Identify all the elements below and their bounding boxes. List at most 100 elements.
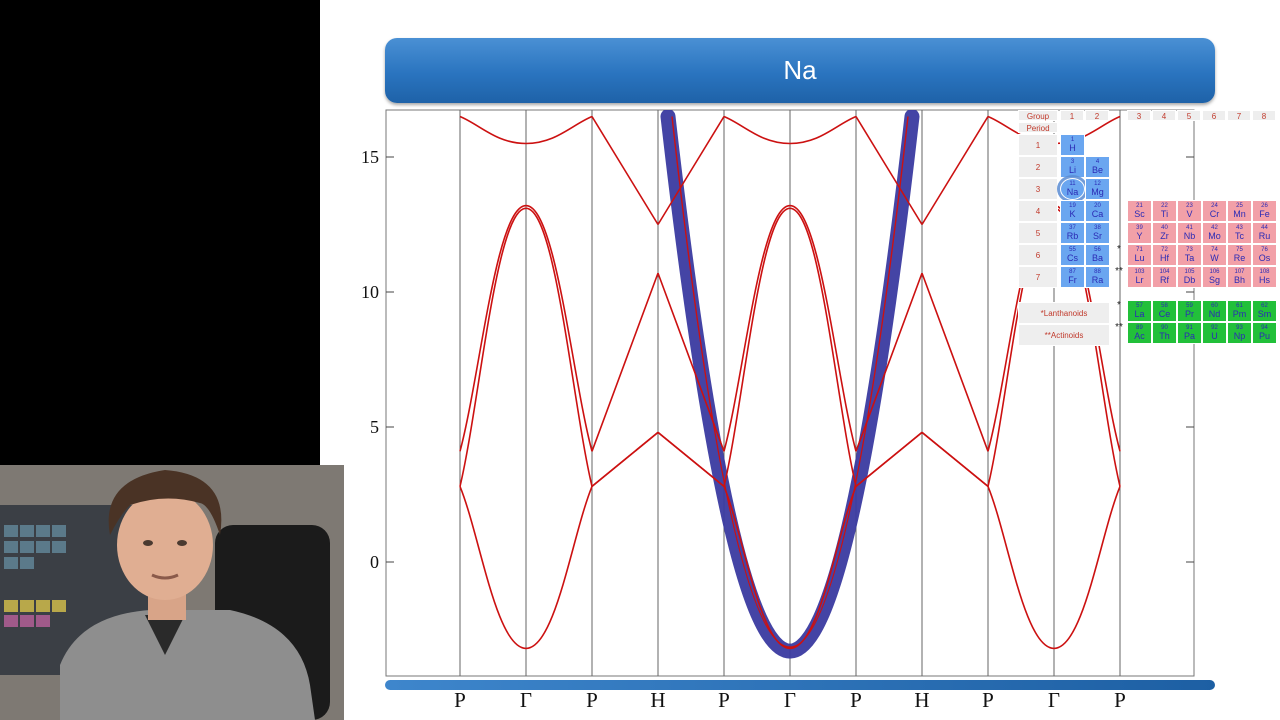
element-cell: 103 Lr — [1127, 266, 1152, 288]
element-symbol: Hs — [1259, 275, 1270, 285]
element-symbol: Be — [1091, 165, 1103, 175]
element-symbol: W — [1210, 253, 1219, 263]
element-cell: 44 Ru — [1252, 222, 1277, 244]
element-cell: 42 Mo — [1202, 222, 1227, 244]
element-cell: 105 Db — [1177, 266, 1202, 288]
x-tick-label: Γ — [520, 688, 532, 712]
period-number: 5 — [1018, 222, 1058, 244]
element-cell: 37 Rb — [1060, 222, 1085, 244]
presenter-webcam — [0, 465, 344, 720]
band-line — [855, 431, 923, 488]
element-symbol: Sg — [1208, 275, 1220, 285]
element-number: 73 — [1186, 247, 1193, 253]
lanthanoid-marker: * — [1117, 244, 1121, 255]
element-symbol: Lu — [1134, 253, 1145, 263]
element-symbol: Na — [1066, 187, 1079, 197]
band-line — [723, 204, 791, 452]
band-line — [657, 116, 725, 225]
element-symbol: Db — [1183, 275, 1196, 285]
element-number: 25 — [1236, 203, 1243, 209]
group-header: Group — [1018, 110, 1058, 121]
element-symbol: Mn — [1233, 209, 1246, 219]
element-number: 26 — [1261, 203, 1268, 209]
element-symbol: Hf — [1160, 253, 1169, 263]
element-cell: 24 Cr — [1202, 200, 1227, 222]
element-symbol: Ce — [1158, 309, 1171, 319]
x-tick-label: H — [650, 688, 665, 712]
element-symbol: Tc — [1235, 231, 1244, 241]
band-line — [789, 486, 857, 650]
period-number: 6 — [1018, 244, 1058, 266]
element-symbol: Sc — [1134, 209, 1145, 219]
period-number: 7 — [1018, 266, 1058, 288]
band-line — [921, 116, 989, 225]
x-tick-label: P — [718, 688, 730, 712]
band-line — [657, 431, 725, 488]
element-cell: 59 Pr — [1177, 300, 1202, 322]
x-tick-label: P — [982, 688, 994, 712]
element-number: 75 — [1236, 247, 1243, 253]
element-number: 3 — [1070, 159, 1075, 165]
element-number: 89 — [1136, 325, 1143, 331]
element-number: 55 — [1069, 247, 1076, 253]
lanthanoids-label: *Lanthanoids — [1018, 302, 1110, 324]
element-cell: 4 Be — [1085, 156, 1110, 178]
element-number: 107 — [1234, 269, 1245, 275]
group-number: 7 — [1227, 110, 1251, 121]
element-symbol: Nb — [1183, 231, 1196, 241]
element-number: 40 — [1161, 225, 1168, 231]
element-symbol: Pm — [1232, 309, 1247, 319]
element-cell: 88 Ra — [1085, 266, 1110, 288]
band-line — [525, 486, 593, 650]
element-cell: 25 Mn — [1227, 200, 1252, 222]
element-cell: 91 Pa — [1177, 322, 1202, 344]
band-line — [855, 116, 923, 225]
element-cell: 94 Pu — [1252, 322, 1277, 344]
element-number: 94 — [1261, 325, 1268, 331]
element-cell: 89 Ac — [1127, 322, 1152, 344]
element-symbol: U — [1211, 331, 1218, 341]
element-symbol: Ra — [1091, 275, 1104, 285]
element-symbol: Ru — [1258, 231, 1271, 241]
element-number: 61 — [1236, 303, 1243, 309]
element-cell: 57 La — [1127, 300, 1152, 322]
element-symbol: Rb — [1066, 231, 1079, 241]
element-cell: 74 W — [1202, 244, 1227, 266]
presenter-shirt — [60, 610, 315, 720]
group-number: 3 — [1127, 110, 1151, 121]
element-symbol: Pu — [1258, 331, 1270, 341]
element-symbol: Zr — [1160, 231, 1169, 241]
x-tick-label: H — [914, 688, 929, 712]
band-line — [525, 115, 593, 145]
element-cell: 58 Ce — [1152, 300, 1177, 322]
element-number: 57 — [1136, 303, 1143, 309]
element-symbol: Ti — [1160, 209, 1169, 219]
group-number: 6 — [1202, 110, 1226, 121]
band-line — [855, 272, 923, 452]
element-symbol: Sm — [1257, 309, 1272, 319]
band-line — [921, 272, 989, 452]
period-header: Period — [1018, 122, 1058, 133]
element-symbol: Pa — [1183, 331, 1195, 341]
element-cell: 12 Mg — [1085, 178, 1110, 200]
element-symbol: La — [1134, 309, 1145, 319]
element-cell: 108 Hs — [1252, 266, 1277, 288]
element-number: 72 — [1161, 247, 1168, 253]
lanthanoid-row-marker: * — [1117, 300, 1121, 311]
element-cell: 107 Bh — [1227, 266, 1252, 288]
period-number: 2 — [1018, 156, 1058, 178]
band-line — [987, 486, 1055, 650]
element-symbol: Lr — [1135, 275, 1144, 285]
band-line — [723, 486, 791, 650]
element-symbol: Y — [1136, 231, 1143, 241]
element-number: 44 — [1261, 225, 1268, 231]
x-tick-label: P — [1114, 688, 1126, 712]
band-line — [525, 207, 593, 487]
slide-bottom-bar — [385, 680, 1215, 690]
y-tick-label: 15 — [361, 147, 379, 167]
element-cell: 71 Lu — [1127, 244, 1152, 266]
band-line — [657, 272, 725, 452]
element-symbol: Ac — [1134, 331, 1145, 341]
slide-title: Na — [783, 55, 817, 85]
element-cell: 106 Sg — [1202, 266, 1227, 288]
